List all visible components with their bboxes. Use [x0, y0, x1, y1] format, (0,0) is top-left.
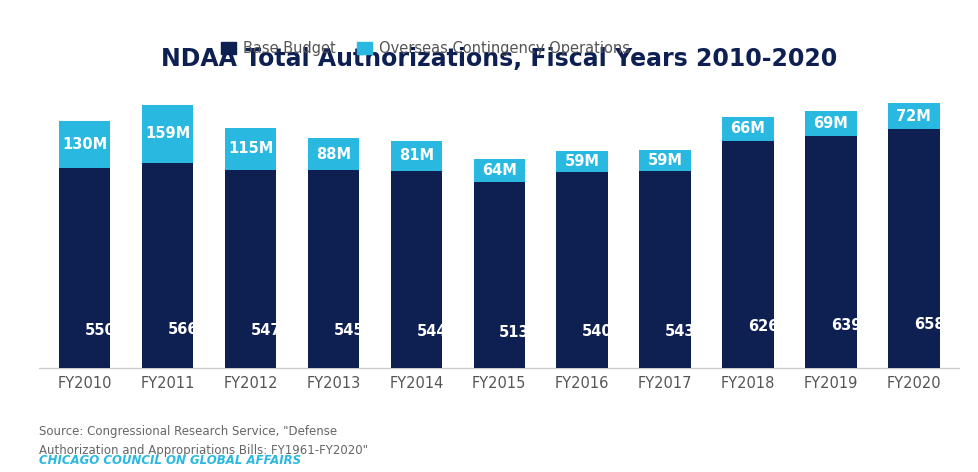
Bar [390, 141, 442, 171]
Bar [390, 171, 442, 368]
Text: 544M: 544M [416, 323, 461, 338]
Text: 639M: 639M [830, 318, 875, 333]
Text: 566M: 566M [167, 322, 212, 337]
Bar [59, 169, 111, 368]
Text: 72M: 72M [896, 109, 930, 124]
Text: Source: Congressional Research Service, "Defense
Authorization and Appropriation: Source: Congressional Research Service, … [39, 425, 368, 457]
Bar [639, 150, 690, 171]
Bar [556, 151, 607, 172]
Bar [722, 141, 773, 368]
Title: NDAA Total Authorizations, Fiscal Years 2010-2020: NDAA Total Authorizations, Fiscal Years … [161, 47, 836, 70]
Bar [59, 121, 111, 169]
Text: 626M: 626M [747, 319, 792, 334]
Bar [556, 172, 607, 368]
Text: 64M: 64M [481, 163, 516, 178]
Text: 550M: 550M [85, 323, 130, 338]
Text: 540M: 540M [582, 324, 627, 339]
Text: CHICAGO COUNCIL ON GLOBAL AFFAIRS: CHICAGO COUNCIL ON GLOBAL AFFAIRS [39, 454, 301, 467]
Text: 115M: 115M [228, 141, 273, 156]
Text: 545M: 545M [333, 323, 378, 338]
Bar [887, 129, 939, 368]
Bar [804, 111, 856, 136]
Bar [639, 171, 690, 368]
Bar [722, 117, 773, 141]
Text: 130M: 130M [62, 137, 108, 152]
Text: 159M: 159M [145, 126, 190, 141]
Text: 547M: 547M [250, 323, 295, 338]
Text: 59M: 59M [564, 154, 600, 169]
Bar [804, 136, 856, 368]
Text: 66M: 66M [730, 121, 765, 136]
Text: 543M: 543M [664, 324, 709, 338]
Legend: Base Budget, Overseas Contingency Operations: Base Budget, Overseas Contingency Operat… [221, 41, 630, 56]
Text: 88M: 88M [316, 147, 351, 162]
Text: 59M: 59M [646, 153, 682, 168]
Bar [225, 169, 276, 368]
Bar [473, 182, 524, 368]
Bar [307, 170, 359, 368]
Text: 513M: 513M [499, 325, 544, 340]
Bar [307, 138, 359, 170]
Text: 658M: 658M [912, 317, 958, 332]
Bar [887, 103, 939, 129]
Text: 81M: 81M [398, 148, 433, 163]
Bar [142, 105, 194, 163]
Bar [473, 159, 524, 182]
Text: 69M: 69M [813, 116, 848, 131]
Bar [225, 128, 276, 169]
Bar [142, 163, 194, 368]
